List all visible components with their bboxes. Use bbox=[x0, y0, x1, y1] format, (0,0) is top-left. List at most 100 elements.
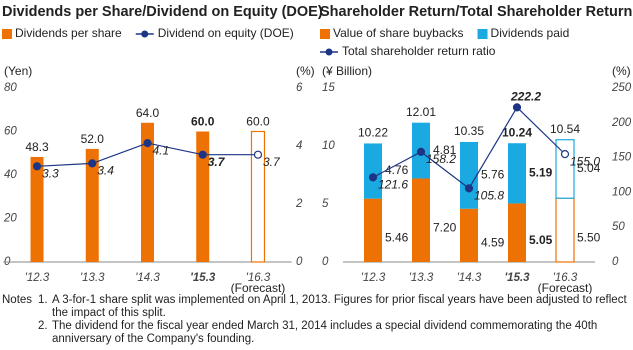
x-tick-label: '13.3 bbox=[409, 272, 434, 284]
chart-title: Dividends per Share/Dividend on Equity (… bbox=[2, 4, 323, 20]
y2-tick-label: 100 bbox=[612, 186, 632, 198]
bar bbox=[85, 148, 99, 262]
charts: Dividends per Share/Dividend on Equity (… bbox=[2, 4, 633, 294]
y2-axis-label: (%) bbox=[612, 64, 631, 78]
y-tick-label: 80 bbox=[4, 82, 17, 94]
bar-value-label: 48.3 bbox=[25, 140, 49, 154]
bar bbox=[555, 197, 575, 263]
bar-value-label: 5.76 bbox=[481, 168, 505, 182]
bar-value-label: 4.76 bbox=[385, 163, 409, 177]
line-point bbox=[198, 150, 207, 159]
bar-value-label: 64.0 bbox=[136, 106, 160, 120]
legend-label: Dividends paid bbox=[491, 26, 570, 40]
line-value-label: 3.7 bbox=[263, 155, 281, 169]
note-text: The dividend for the fiscal year ended M… bbox=[52, 320, 598, 345]
forecast-label: (Forecast) bbox=[231, 281, 286, 294]
y-tick-label: 10 bbox=[322, 140, 335, 152]
bar-value-label: 5.04 bbox=[577, 161, 601, 175]
total-label: 10.24 bbox=[502, 125, 532, 139]
line-value-label: 3.7 bbox=[208, 155, 226, 169]
y-tick-label: 0 bbox=[322, 256, 329, 268]
x-tick-label: '12.3 bbox=[361, 272, 386, 284]
bar bbox=[196, 131, 210, 262]
x-tick-label: '15.3 bbox=[190, 272, 216, 284]
bar-value-label: 4.81 bbox=[433, 143, 457, 157]
line-point bbox=[88, 159, 97, 168]
legend-swatch bbox=[477, 29, 488, 39]
bar bbox=[364, 143, 382, 199]
notes-heading: Notes bbox=[2, 294, 33, 306]
line-value-label: 3.4 bbox=[97, 164, 114, 178]
bar bbox=[364, 198, 382, 262]
bar bbox=[460, 208, 478, 262]
legend-label: Dividends per share bbox=[15, 26, 122, 40]
note: 2. The dividend for the fiscal year ended… bbox=[2, 320, 632, 346]
bar bbox=[460, 141, 478, 209]
x-tick-label: '13.3 bbox=[80, 272, 105, 284]
y2-tick-label: 2 bbox=[295, 198, 303, 210]
x-tick-label: '16.3 bbox=[246, 272, 271, 284]
legend-swatch bbox=[2, 29, 12, 39]
y-tick-label: 60 bbox=[4, 126, 17, 138]
note-number: 1. bbox=[38, 294, 48, 306]
bar bbox=[30, 156, 44, 262]
bar-value-label: 5.05 bbox=[529, 233, 553, 247]
legend-label: Total shareholder return ratio bbox=[342, 44, 496, 58]
bar-value-label: 5.46 bbox=[385, 231, 409, 245]
y2-tick-label: 0 bbox=[296, 256, 303, 268]
total-label: 10.54 bbox=[550, 122, 580, 136]
x-tick-label: '14.3 bbox=[457, 272, 482, 284]
line-value-label: 4.1 bbox=[153, 143, 170, 157]
legend-marker bbox=[325, 48, 333, 56]
bar bbox=[508, 143, 526, 204]
y2-tick-label: 150 bbox=[612, 152, 632, 164]
x-tick-label: '16.3 bbox=[553, 272, 578, 284]
note: Notes 1. A 3-for-1 share split was impleme… bbox=[2, 294, 632, 320]
y-tick-label: 20 bbox=[3, 213, 17, 225]
bar bbox=[141, 122, 154, 262]
y-tick-label: 40 bbox=[4, 169, 17, 181]
y2-tick-label: 250 bbox=[611, 82, 632, 94]
legend-swatch bbox=[320, 29, 330, 39]
line-point bbox=[253, 150, 263, 159]
line-point bbox=[143, 139, 152, 148]
line-value-label: 222.2 bbox=[510, 90, 541, 104]
y2-tick-label: 6 bbox=[296, 82, 303, 94]
bar bbox=[412, 178, 430, 262]
forecast-label: (Forecast) bbox=[538, 281, 593, 294]
total-label: 10.22 bbox=[358, 126, 388, 140]
bar-value-label: 60.0 bbox=[191, 115, 215, 129]
note-number: 2. bbox=[38, 320, 48, 332]
y2-tick-label: 0 bbox=[612, 256, 619, 268]
x-tick-label: '14.3 bbox=[135, 272, 160, 284]
bar-value-label: 60.0 bbox=[246, 115, 270, 129]
line-value-label: 105.8 bbox=[474, 189, 504, 203]
x-tick-label: '15.3 bbox=[504, 272, 530, 284]
bar bbox=[508, 203, 526, 262]
x-tick-label: '12.3 bbox=[25, 272, 50, 284]
line-point bbox=[416, 147, 426, 156]
legend-label: Dividend on equity (DOE) bbox=[158, 26, 294, 40]
legend-marker bbox=[141, 30, 149, 38]
y-tick-label: 15 bbox=[322, 82, 335, 94]
line-value-label: 121.6 bbox=[378, 178, 408, 192]
y2-tick-label: 4 bbox=[296, 140, 302, 152]
line-value-label: 155.0 bbox=[570, 154, 600, 168]
y2-tick-label: 50 bbox=[612, 221, 625, 233]
notes: Notes 1. A 3-for-1 share split was impleme… bbox=[2, 294, 632, 346]
chart-title: Shareholder Return/Total Shareholder Ret… bbox=[320, 4, 633, 20]
y-axis-label: (¥ Billion) bbox=[322, 64, 372, 78]
bar bbox=[250, 130, 266, 263]
line-value-label: 3.3 bbox=[42, 166, 59, 180]
note-text: A 3-for-1 share split was implemented on… bbox=[52, 294, 627, 319]
total-label: 10.35 bbox=[454, 124, 484, 138]
legend-label: Value of share buybacks bbox=[333, 26, 464, 40]
total-label: 12.01 bbox=[406, 105, 436, 119]
line-point bbox=[32, 162, 42, 171]
line-value-label: 158.2 bbox=[426, 152, 456, 166]
line-point bbox=[464, 184, 474, 193]
line-point bbox=[560, 150, 570, 159]
y2-tick-label: 200 bbox=[611, 117, 632, 129]
bar-value-label: 5.19 bbox=[529, 165, 553, 179]
